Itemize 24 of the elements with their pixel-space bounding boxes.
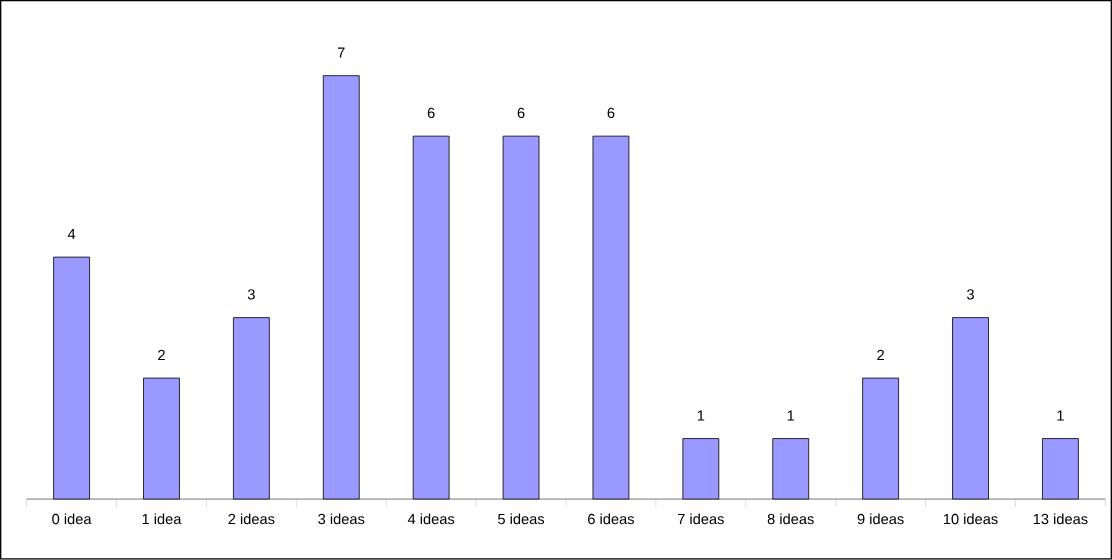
x-tick-label: 10 ideas <box>943 513 998 525</box>
data-label: 2 <box>158 350 165 361</box>
x-tick-label: 0 idea <box>52 513 92 525</box>
x-tick-label: 3 ideas <box>318 513 365 525</box>
x-tick-label: 8 ideas <box>767 513 814 525</box>
data-label: 1 <box>787 410 795 421</box>
data-label: 1 <box>697 410 705 421</box>
data-label: 6 <box>607 107 615 119</box>
data-label: 1 <box>1057 410 1064 421</box>
x-tick-label: 5 ideas <box>498 513 545 525</box>
data-label: 2 <box>877 350 884 361</box>
x-tick-label: 6 ideas <box>588 513 634 525</box>
data-label: 3 <box>247 289 255 300</box>
data-label: 3 <box>967 289 974 300</box>
data-label: 4 <box>67 229 76 240</box>
x-tick-label: 1 idea <box>142 513 182 525</box>
data-label: 6 <box>517 107 525 119</box>
x-tick-label: 13 ideas <box>1033 513 1088 525</box>
x-tick-label: 2 ideas <box>228 513 275 525</box>
x-tick-label: 4 ideas <box>407 513 455 525</box>
data-label: 7 <box>337 47 345 58</box>
x-tick-label: 9 ideas <box>857 513 904 525</box>
x-tick-label: 7 ideas <box>677 513 724 525</box>
data-label: 6 <box>427 107 435 119</box>
